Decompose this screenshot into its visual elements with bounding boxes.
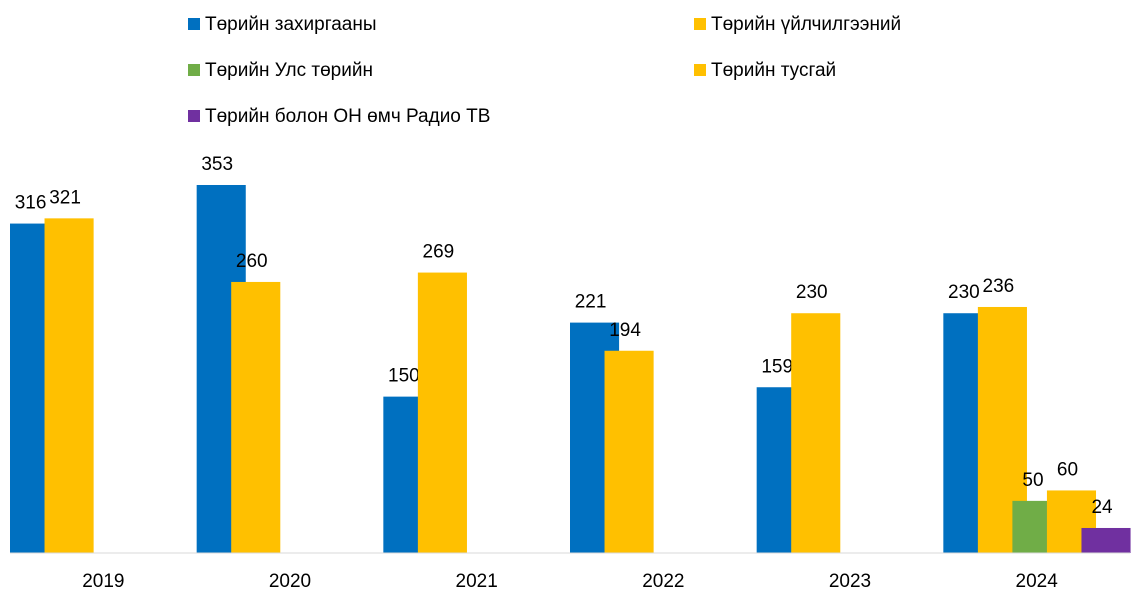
bar — [44, 218, 94, 554]
bar — [604, 350, 654, 553]
data-label: 316 — [15, 193, 47, 214]
data-label: 269 — [423, 242, 455, 263]
data-label: 50 — [1022, 470, 1043, 491]
x-tick-label: 2024 — [1016, 571, 1059, 592]
data-label: 230 — [948, 282, 980, 303]
x-tick-label: 2023 — [829, 571, 871, 592]
legend-swatch — [188, 18, 200, 30]
bar — [1081, 527, 1131, 553]
legend-label: Төрийн Улс төрийн — [205, 60, 373, 81]
legend-swatch — [188, 110, 200, 122]
data-label: 60 — [1057, 459, 1078, 480]
legend-swatch — [694, 18, 706, 30]
bar — [417, 272, 467, 553]
x-tick-label: 2020 — [269, 571, 311, 592]
legend-label: Төрийн захиргааны — [205, 14, 377, 35]
data-label: 230 — [796, 282, 828, 303]
data-label: 221 — [575, 292, 607, 313]
legend-label: Төрийн болон ОН өмч Радио ТВ — [205, 106, 490, 127]
legend-label: Төрийн үйлчилгээний — [711, 14, 901, 35]
data-label: 260 — [236, 251, 268, 272]
legend-label: Төрийн тусгай — [711, 60, 836, 81]
legend-swatch — [694, 64, 706, 76]
x-tick-label: 2021 — [456, 571, 498, 592]
data-label: 236 — [983, 276, 1015, 297]
data-label: 353 — [201, 154, 233, 175]
data-label: 150 — [388, 366, 420, 387]
data-label: 24 — [1091, 497, 1113, 518]
data-label: 194 — [609, 320, 641, 341]
data-label: 321 — [49, 187, 81, 208]
bar — [231, 281, 281, 553]
bar — [791, 313, 841, 553]
legend-swatch — [188, 64, 200, 76]
x-tick-label: 2022 — [642, 571, 684, 592]
x-tick-label: 2019 — [82, 571, 124, 592]
data-label: 159 — [761, 356, 793, 377]
